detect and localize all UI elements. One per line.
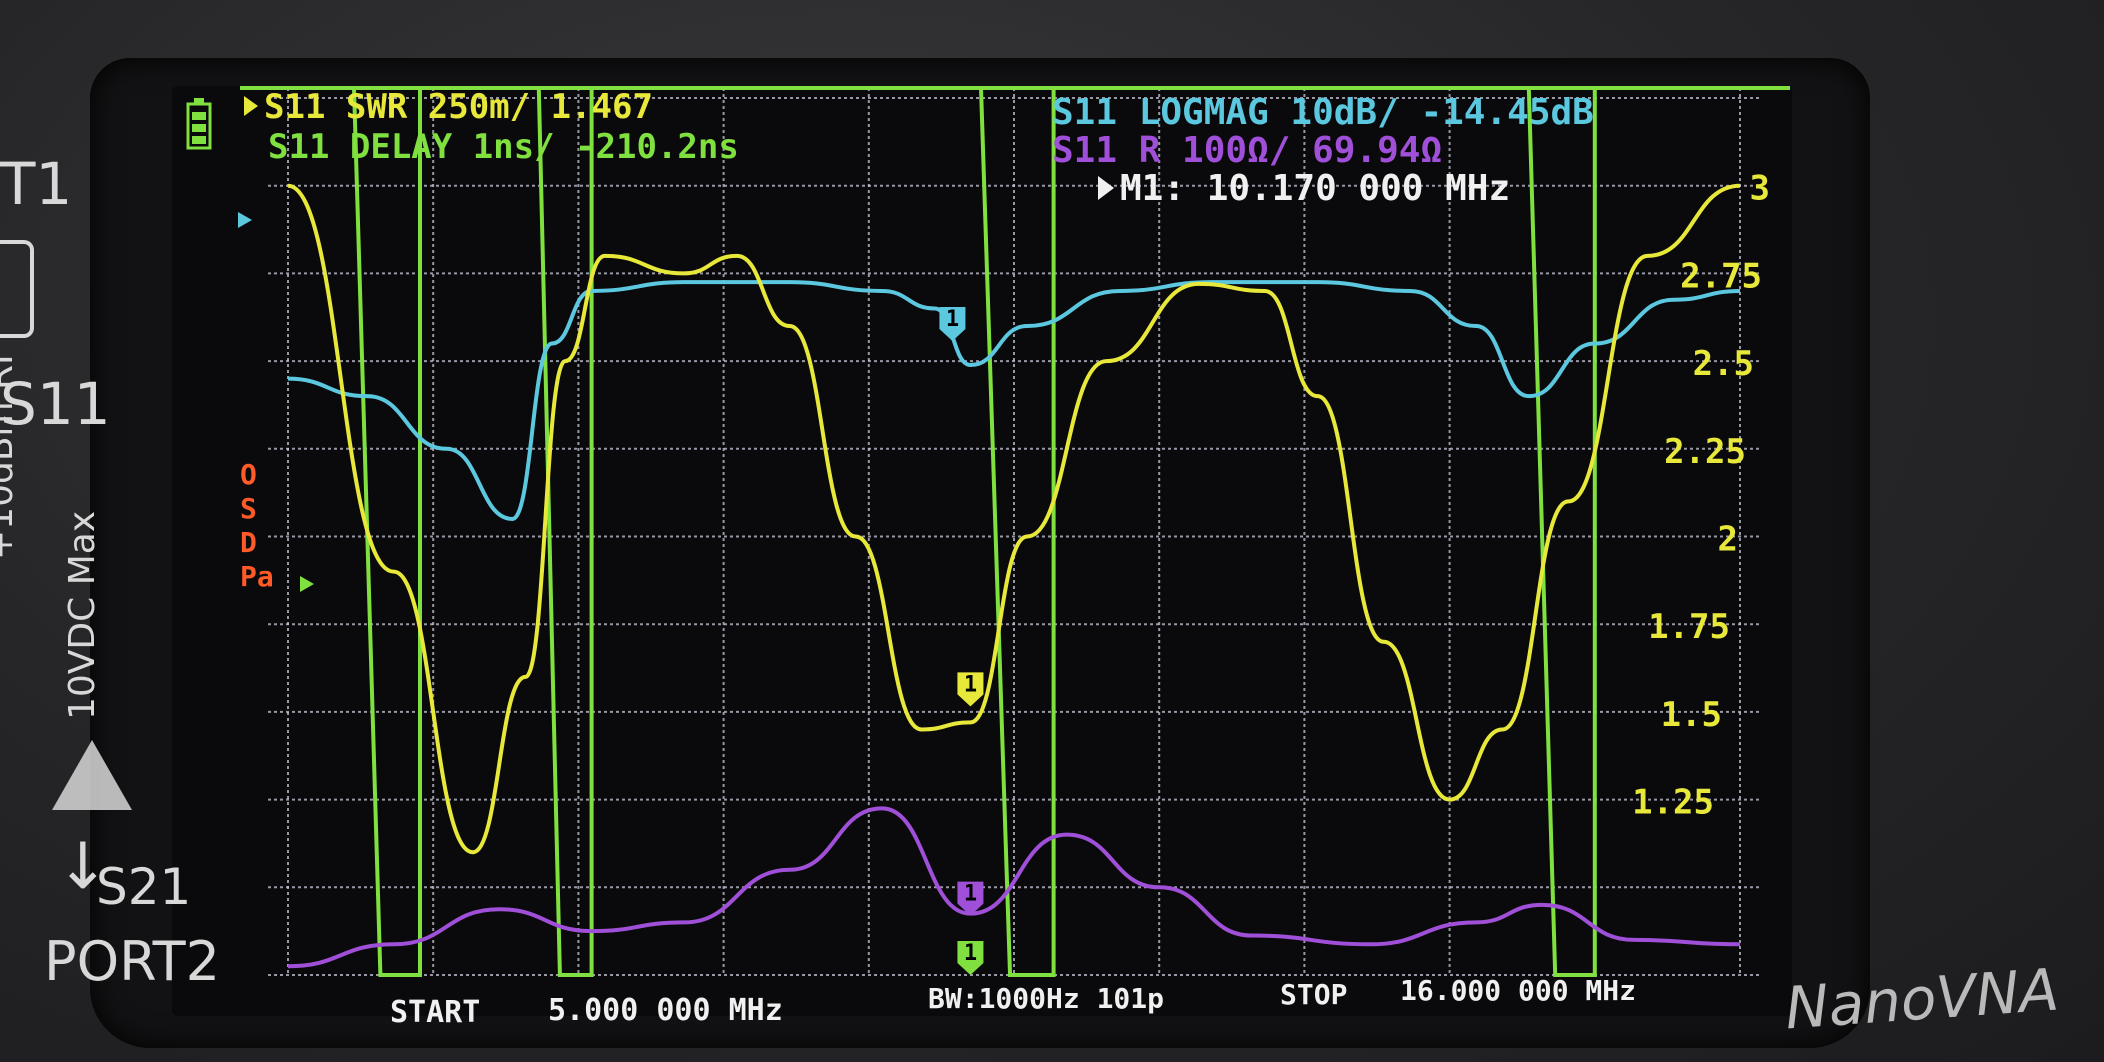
- marker-number: 1: [964, 941, 977, 966]
- warning-triangle-icon: [52, 740, 132, 810]
- marker-swr: 1: [957, 672, 984, 707]
- start-label[interactable]: START: [390, 995, 480, 1030]
- plot-traces: [240, 86, 1790, 977]
- bandwidth-points[interactable]: BW:1000Hz 101p: [928, 982, 1164, 1015]
- rf-rating-label: +10dBm RF: [0, 344, 21, 560]
- trace-select-arrow-icon: [244, 96, 258, 116]
- side-letter: O: [240, 458, 257, 491]
- screen-background: [172, 86, 1792, 1016]
- stop-label[interactable]: STOP: [1280, 978, 1347, 1011]
- logmag-reference-icon: [238, 212, 252, 228]
- stop-frequency[interactable]: 16.000 000 MHz: [1400, 974, 1636, 1007]
- swr-scale-tick-label: 1.25: [1632, 783, 1714, 823]
- marker-logmag: 1: [939, 307, 966, 342]
- swr-scale-labels: 3 2.75 2.5 2.25 2 1.75 1.5 1.25: [1632, 169, 1770, 823]
- side-letter: Pa: [240, 560, 274, 593]
- trace-logmag-label[interactable]: S11 LOGMAG 10dB/ -14.45dB: [1052, 92, 1594, 133]
- plot-markers: 1 1 1 1: [238, 212, 984, 975]
- marker-number: 1: [964, 882, 977, 907]
- side-letter: S: [240, 492, 257, 525]
- swr-scale-tick-label: 1.75: [1648, 607, 1730, 647]
- marker-number: 1: [946, 307, 959, 332]
- trace-resistance: [287, 806, 1741, 969]
- s11-label: S11: [0, 370, 111, 438]
- port2-label: PORT2: [44, 930, 221, 993]
- trace-delay: [240, 86, 1790, 977]
- marker-flag-icon: [939, 307, 966, 342]
- delay-trace-segment: [1526, 87, 1597, 977]
- dc-rating-label: 10VDC Max: [62, 510, 103, 720]
- port1-label: T1: [0, 150, 73, 218]
- start-frequency[interactable]: 5.000 000 MHz: [548, 993, 783, 1028]
- swr-scale-tick-label: 2.75: [1680, 256, 1762, 296]
- battery-icon: [186, 98, 212, 150]
- swr-scale-tick-label: 1.5: [1661, 695, 1722, 735]
- trace-swr: [287, 183, 1741, 855]
- marker-flag-icon: [957, 881, 984, 916]
- swr-scale-tick-label: 3: [1750, 169, 1770, 209]
- swr-scale-tick-label: 2: [1718, 520, 1738, 560]
- trace-delay-label[interactable]: S11 DELAY 1ns/ -210.2ns: [268, 127, 739, 167]
- marker-number: 1: [964, 672, 977, 697]
- swr-scale-tick-label: 2.25: [1664, 432, 1746, 472]
- delay-reference-icon: [300, 576, 314, 592]
- marker-flag-icon: [957, 672, 984, 707]
- side-letter: D: [240, 526, 257, 559]
- trace-logmag: [287, 280, 1741, 521]
- plot-grid: [268, 88, 1760, 976]
- delay-trace-segment: [979, 87, 1056, 977]
- marker-select-arrow-icon: [1098, 176, 1114, 200]
- trace-r-label[interactable]: S11 R 100Ω/ 69.94Ω: [1052, 130, 1442, 171]
- delay-trace-segment: [536, 87, 594, 977]
- port2-arrow-icon: ↓: [56, 830, 110, 904]
- trace-swr-label[interactable]: S11 SWR 250m/ 1.467: [264, 87, 653, 127]
- port1-arrow-icon: [0, 240, 34, 338]
- swr-scale-tick-label: 2.5: [1693, 344, 1754, 384]
- marker-flag-icon: [957, 941, 984, 975]
- s21-label: S21: [96, 858, 192, 916]
- marker-resistance: 1: [957, 881, 984, 916]
- marker-delay: 1: [957, 941, 984, 975]
- marker-readout[interactable]: M1: 10.170 000 MHz: [1120, 168, 1510, 209]
